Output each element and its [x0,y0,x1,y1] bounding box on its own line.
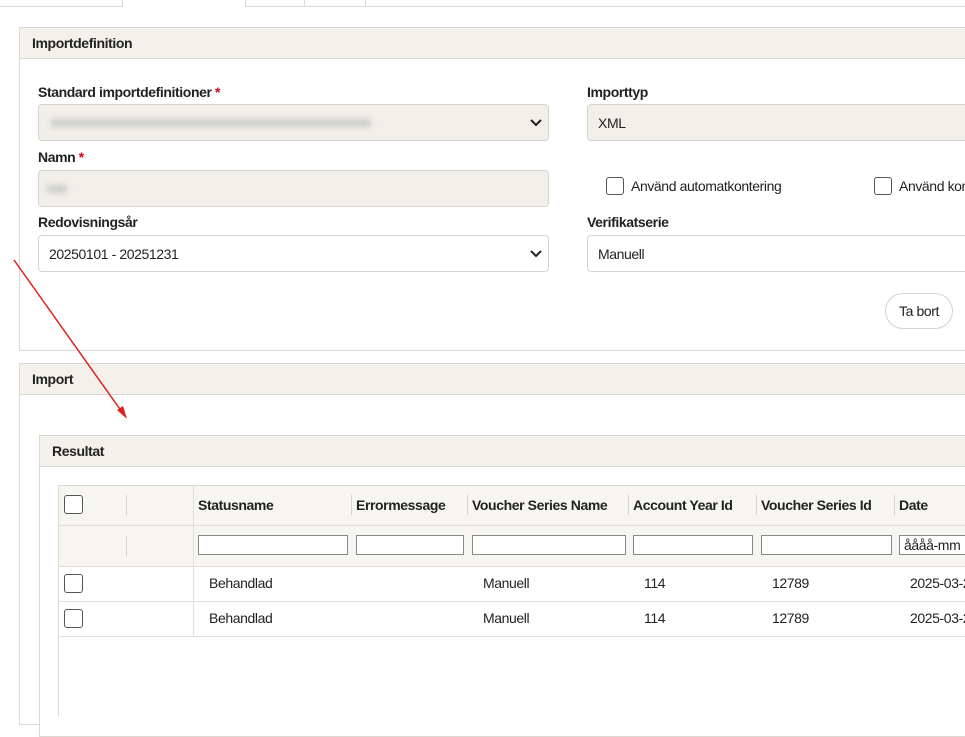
row-divider [59,601,965,602]
cell: Behandlad [209,610,273,626]
header-separator [126,495,127,515]
checkbox[interactable] [874,177,892,195]
header-divider [59,525,965,526]
checkbox[interactable] [606,177,624,195]
filter-input[interactable] [356,535,464,555]
cell: 114 [644,575,666,591]
header-separator [467,495,468,515]
filter-input[interactable] [198,535,348,555]
importtyp-field: XML [587,104,965,141]
cell: 2025-03-2 [910,610,965,626]
row-divider [59,636,965,637]
row-checkbox[interactable] [64,609,83,628]
panel-title: Import [20,364,965,395]
cell: Manuell [483,610,530,626]
blurred-value [47,185,67,193]
header-separator [894,495,895,515]
header-separator [351,495,352,515]
column-header: Voucher Series Name [472,497,608,513]
checkbox-label: Använd automatkontering [631,178,782,194]
select-all-checkbox[interactable] [64,495,83,514]
field-label: Verifikatserie [587,214,669,230]
filter-input[interactable] [761,535,892,555]
panel-title: Importdefinition [20,28,965,59]
panel-title: Resultat [40,436,965,467]
annotation-arrow [13,259,127,419]
chevron [530,119,542,127]
filter-input[interactable] [633,535,753,555]
cell: Behandlad [209,575,273,591]
blurred-value [51,119,371,127]
column-header: Statusname [198,497,274,513]
filter-input[interactable]: åååå-mm [899,535,965,555]
cell: 2025-03-2 [910,575,965,591]
field-label: Namn * [38,149,84,165]
cell: 12789 [772,575,809,591]
delete-button[interactable]: Ta bort [885,293,953,329]
column-header: Voucher Series Id [761,497,872,513]
verifikatserie-select[interactable]: Manuell [587,235,965,272]
tab[interactable] [304,0,366,6]
field-label: Standard importdefinitioner * [38,84,221,100]
column-header: Account Year Id [633,497,733,513]
select-value: 20250101 - 20251231 [49,246,179,262]
column-divider [193,486,194,636]
header-separator [756,495,757,515]
chevron [530,250,542,258]
label-text: Standard importdefinitioner [38,84,212,100]
field-label: Importtyp [587,84,648,100]
column-header: Date [899,497,928,513]
tab-strip [0,0,965,7]
standard-select[interactable] [38,104,549,141]
cell: 114 [644,610,666,626]
required-mark: * [215,84,221,100]
checkbox-label: Använd kon [899,178,965,194]
namn-input[interactable] [38,170,549,207]
field-label: Redovisningsår [38,214,138,230]
row-checkbox[interactable] [64,574,83,593]
column-header: Errormessage [356,497,446,513]
filter-input[interactable] [472,535,626,555]
result-table [58,485,965,716]
header-separator [126,536,127,556]
tab[interactable] [122,0,246,7]
cell: Manuell [483,575,530,591]
required-mark: * [78,149,84,165]
redovisningsar-select[interactable]: 20250101 - 20251231 [38,235,549,272]
cell: 12789 [772,610,809,626]
label-text: Namn [38,149,76,165]
header-separator [628,495,629,515]
